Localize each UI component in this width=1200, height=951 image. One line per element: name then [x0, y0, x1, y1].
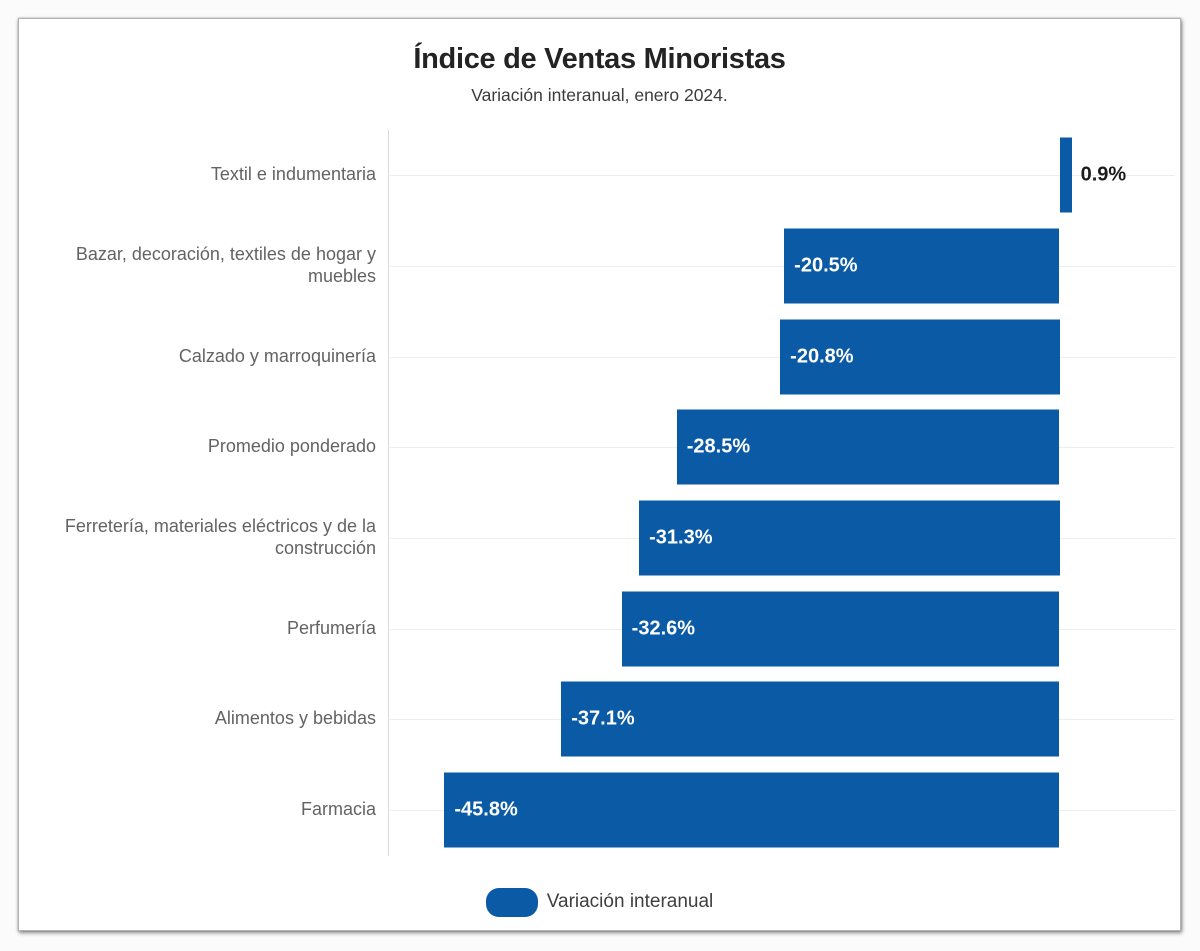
legend-marker — [485, 887, 538, 917]
value-label: -31.3% — [649, 526, 713, 549]
plot-area: -31.3% — [388, 493, 1180, 584]
gridline — [388, 266, 1175, 268]
value-label: 0.9% — [1080, 163, 1127, 186]
value-label: -20.5% — [794, 254, 858, 277]
bar-chart: Textil e indumentaria 0.9% Bazar, decoraci… — [19, 130, 1180, 856]
plot-area: -37.1% — [388, 674, 1180, 765]
bar — [780, 319, 1060, 395]
category-label: Textil e indumentaria — [210, 164, 376, 185]
plot-inner: -28.5% — [388, 402, 1175, 493]
chart-row: Calzado y marroquinería -20.8% — [19, 311, 1180, 402]
bar — [676, 409, 1060, 485]
bar — [784, 228, 1060, 304]
chart-row: Textil e indumentaria 0.9% — [19, 130, 1180, 221]
value-label: -45.8% — [454, 798, 518, 821]
category-label: Alimentos y bebidas — [214, 708, 376, 729]
category-label: Perfumería — [286, 617, 376, 638]
category-label: Calzado y marroquinería — [178, 345, 376, 366]
chart-row: Perfumería -32.6% — [19, 583, 1180, 674]
plot-inner: -37.1% — [388, 674, 1175, 765]
value-label: -20.8% — [790, 345, 854, 368]
bar — [561, 681, 1060, 757]
bar — [444, 772, 1060, 848]
chart-card: Índice de Ventas Minoristas Variación in… — [18, 18, 1181, 931]
value-label: -37.1% — [571, 707, 635, 730]
legend: Variación interanual — [19, 887, 1180, 917]
chart-row: Bazar, decoración, textiles de hogar y m… — [19, 221, 1180, 312]
plot-inner: -45.8% — [388, 765, 1175, 856]
bar — [621, 591, 1060, 667]
plot-area: -20.8% — [388, 311, 1180, 402]
gridline — [388, 175, 1175, 177]
value-label: -28.5% — [686, 435, 751, 458]
plot-inner: -20.5% — [388, 221, 1175, 312]
plot-inner: -32.6% — [388, 583, 1175, 674]
y-axis-line — [388, 130, 389, 856]
plot-inner: -31.3% — [388, 493, 1175, 584]
chart-row: Promedio ponderado -28.5% — [19, 402, 1180, 493]
plot-area: 0.9% — [388, 130, 1180, 221]
chart-row: Farmacia -45.8% — [19, 765, 1180, 856]
category-label: Farmacia — [300, 799, 376, 820]
bar — [639, 500, 1060, 576]
plot-inner: 0.9% — [388, 130, 1175, 221]
legend-label: Variación interanual — [546, 891, 714, 912]
plot-area: -45.8% — [388, 765, 1180, 856]
plot-area: -32.6% — [388, 583, 1180, 674]
category-label: Ferretería, materiales eléctricos y de l… — [64, 516, 376, 559]
chart-row: Alimentos y bebidas -37.1% — [19, 674, 1180, 765]
plot-inner: -20.8% — [388, 311, 1175, 402]
bar — [1059, 137, 1072, 213]
chart-title: Índice de Ventas Minoristas — [413, 43, 786, 75]
category-label: Bazar, decoración, textiles de hogar y m… — [75, 244, 376, 287]
value-label: -32.6% — [631, 617, 696, 640]
chart-subtitle: Variación interanual, enero 2024. — [471, 85, 728, 105]
plot-area: -28.5% — [388, 402, 1180, 493]
chart-header: Índice de Ventas Minoristas Variación in… — [19, 19, 1180, 106]
category-label: Promedio ponderado — [207, 436, 376, 457]
plot-area: -20.5% — [388, 221, 1180, 312]
chart-row: Ferretería, materiales eléctricos y de l… — [19, 493, 1180, 584]
